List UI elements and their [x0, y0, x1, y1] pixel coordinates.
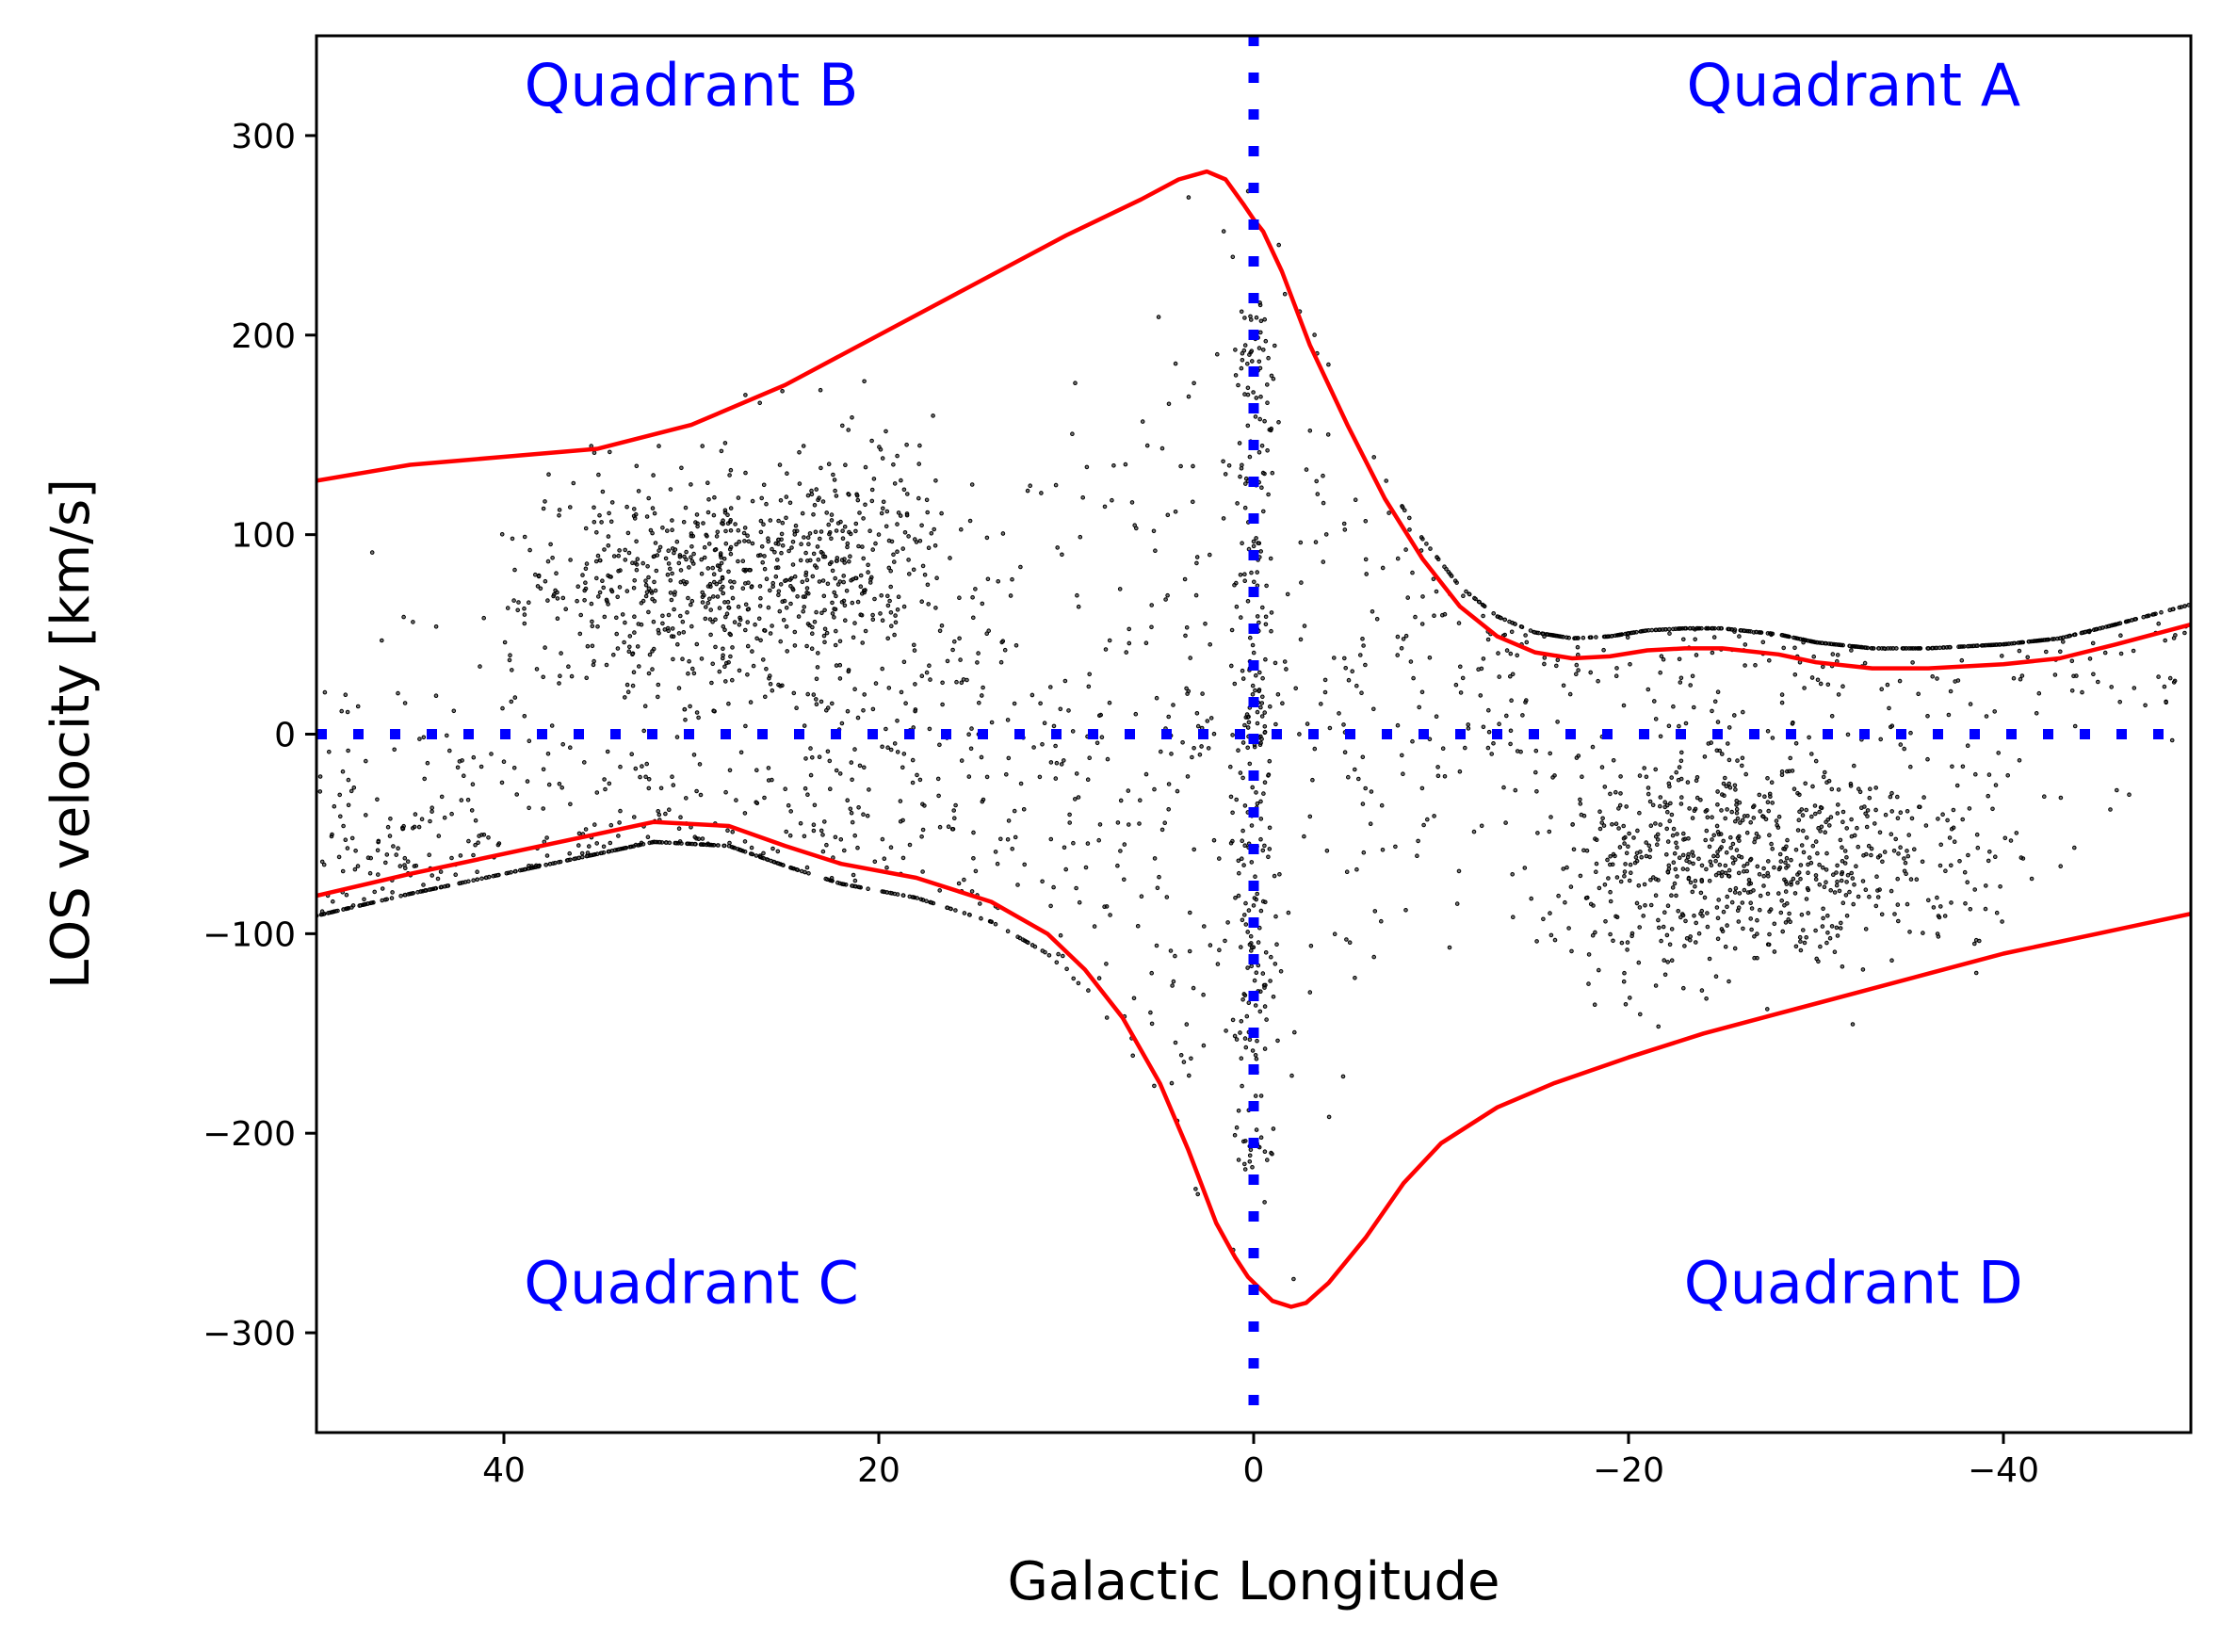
x-tick-label: −40: [1968, 1451, 2039, 1490]
quadrant-label-c: Quadrant C: [524, 1248, 859, 1317]
y-tick-label: 300: [231, 118, 296, 156]
y-tick-label: 0: [274, 717, 296, 755]
y-tick-label: 200: [231, 317, 296, 356]
x-tick-label: 40: [482, 1451, 526, 1490]
quadrant-label-b: Quadrant B: [525, 51, 859, 120]
y-tick-label: 100: [231, 517, 296, 556]
y-tick-label: −100: [203, 915, 296, 954]
x-tick-label: −20: [1593, 1451, 1664, 1490]
y-tick-label: −200: [203, 1115, 296, 1154]
y-axis-label: LOS velocity [km/s]: [41, 478, 102, 989]
x-tick-label: 20: [857, 1451, 900, 1490]
quadrant-label-d: Quadrant D: [1684, 1248, 2023, 1317]
x-tick-label: 0: [1243, 1451, 1265, 1490]
x-axis-label: Galactic Longitude: [1007, 1551, 1500, 1612]
quadrant-label-a: Quadrant A: [1686, 51, 2020, 120]
y-tick-label: −300: [203, 1315, 296, 1353]
